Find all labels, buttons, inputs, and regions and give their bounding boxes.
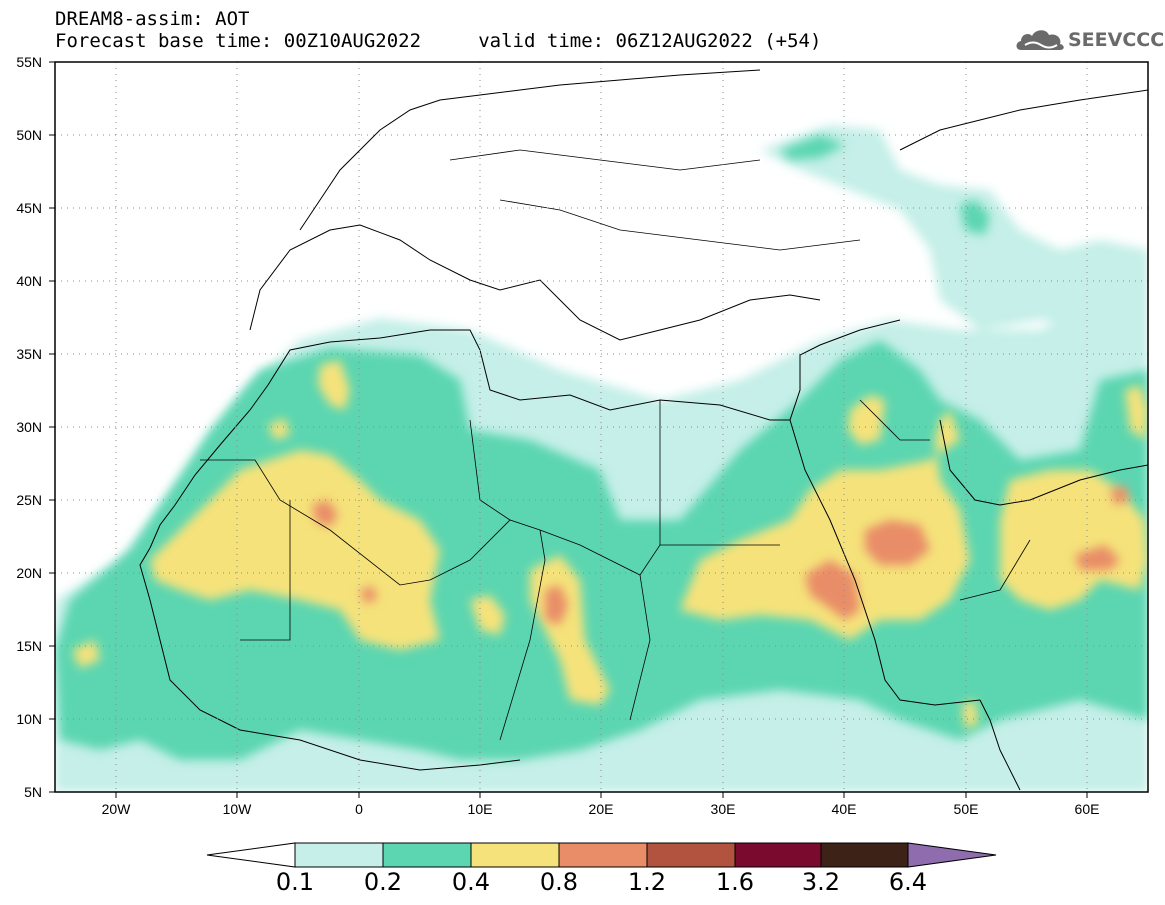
colorbar-label: 3.2 xyxy=(801,868,841,896)
colorbar-label: 0.2 xyxy=(363,868,403,896)
lon-label: 50E xyxy=(953,801,979,817)
colorbar-label: 0.1 xyxy=(275,868,315,896)
borders xyxy=(200,149,1031,741)
lon-label: 30E xyxy=(710,801,736,817)
colorbar-swatch-gt64 xyxy=(907,842,997,868)
logo-text: SEEVCCC xyxy=(1068,29,1165,51)
lat-label: 45N xyxy=(16,200,42,216)
colorbar-label: 0.8 xyxy=(539,868,579,896)
colorbar-swatch-lt01 xyxy=(206,842,296,868)
graticule xyxy=(55,62,1148,792)
lat-label: 20N xyxy=(16,565,42,581)
coastlines xyxy=(139,69,1148,791)
lon-label: 20E xyxy=(588,801,614,817)
lat-label: 35N xyxy=(16,346,42,362)
colorbar-label: 6.4 xyxy=(888,868,928,896)
colorbar-swatch-0-2 xyxy=(382,842,472,868)
colorbar-label: 1.2 xyxy=(627,868,667,896)
lat-label: 30N xyxy=(16,419,42,435)
lon-label: 10E xyxy=(467,801,493,817)
colorbar xyxy=(206,842,997,868)
lon-label: 0 xyxy=(355,801,363,817)
lat-label: 15N xyxy=(16,638,42,654)
colorbar-swatch-1-6 xyxy=(734,842,822,868)
seevccc-logo: SEEVCCC xyxy=(1015,23,1164,57)
cloud-icon xyxy=(1016,30,1064,50)
lat-label: 25N xyxy=(16,492,42,508)
colorbar-swatch-3-2 xyxy=(820,842,909,868)
colorbar-label: 1.6 xyxy=(715,868,755,896)
lat-label: 55N xyxy=(16,54,42,70)
lon-label: 40E xyxy=(831,801,857,817)
colorbar-label: 0.4 xyxy=(451,868,491,896)
axis-ticks xyxy=(49,61,1088,798)
colorbar-swatch-0-4 xyxy=(470,842,560,868)
lat-label: 40N xyxy=(16,273,42,289)
aot-band-0-8 xyxy=(312,485,1130,625)
colorbar-swatch-0-1 xyxy=(294,842,384,868)
lat-label: 5N xyxy=(24,784,42,800)
lon-label: 60E xyxy=(1074,801,1100,817)
lon-label: 10W xyxy=(222,801,252,817)
lon-label: 20W xyxy=(101,801,131,817)
aot-band-0-2 xyxy=(55,135,1148,760)
lat-label: 50N xyxy=(16,127,42,143)
colorbar-swatch-1-2 xyxy=(646,842,736,868)
colorbar-swatch-0-8 xyxy=(558,842,648,868)
map-title: DREAM8-assim: AOT xyxy=(55,8,250,30)
forecast-time-subtitle: Forecast base time: 00Z10AUG2022 valid t… xyxy=(55,30,822,52)
lat-label: 10N xyxy=(16,711,42,727)
